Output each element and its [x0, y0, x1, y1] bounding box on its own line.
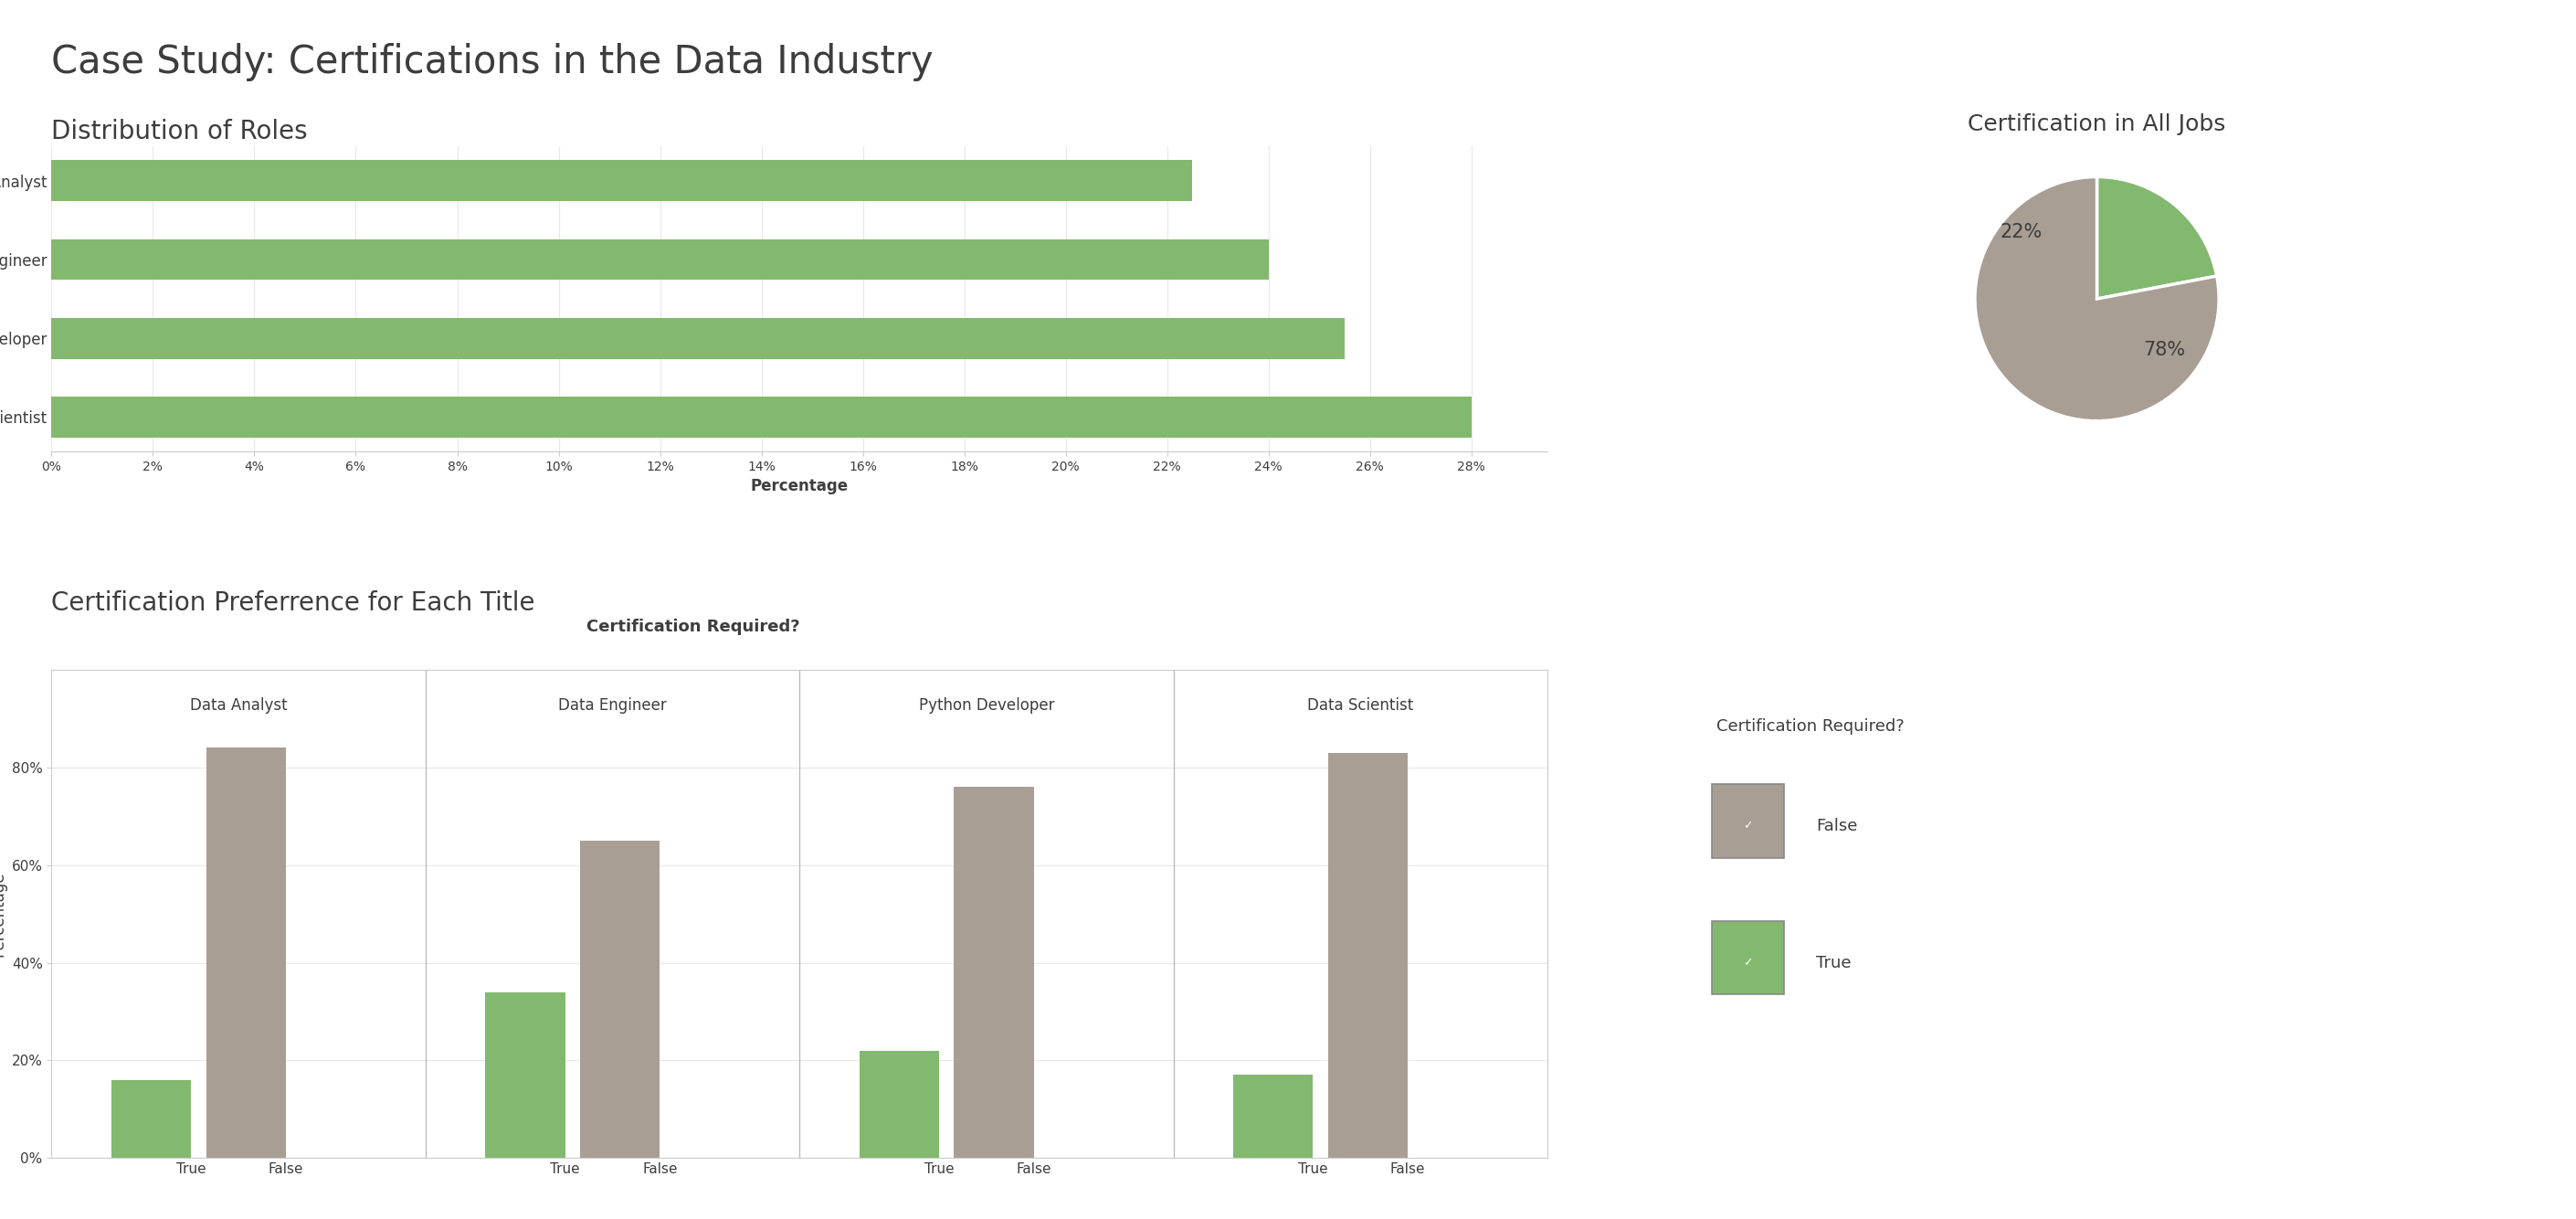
Wedge shape: [1976, 177, 2218, 421]
Text: ✓: ✓: [1744, 820, 1752, 831]
Text: Distribution of Roles: Distribution of Roles: [52, 118, 309, 144]
Text: True: True: [1816, 954, 1852, 972]
Text: Data Analyst: Data Analyst: [191, 697, 286, 713]
Text: Python Developer: Python Developer: [920, 697, 1054, 713]
X-axis label: Percentage: Percentage: [750, 478, 848, 495]
Wedge shape: [2097, 177, 2218, 299]
Text: Certification Required?: Certification Required?: [1716, 718, 1904, 735]
FancyBboxPatch shape: [1710, 922, 1785, 995]
Text: Data Scientist: Data Scientist: [1309, 697, 1414, 713]
Bar: [860, 1051, 940, 1158]
Text: ✓: ✓: [1744, 957, 1752, 969]
FancyBboxPatch shape: [1710, 785, 1785, 858]
Bar: [52, 239, 1267, 280]
Text: 78%: 78%: [2143, 341, 2184, 360]
Bar: [52, 318, 1345, 358]
Text: Data Engineer: Data Engineer: [559, 697, 667, 713]
Bar: [953, 787, 1033, 1158]
Bar: [52, 160, 1193, 201]
Text: 22%: 22%: [1999, 223, 2043, 241]
Y-axis label: Percentage: Percentage: [0, 872, 8, 957]
Bar: [52, 396, 1471, 438]
Bar: [1329, 752, 1409, 1158]
Text: False: False: [1816, 818, 1857, 834]
Text: Certification Required?: Certification Required?: [587, 619, 799, 635]
Bar: [206, 747, 286, 1158]
Text: Case Study: Certifications in the Data Industry: Case Study: Certifications in the Data I…: [52, 43, 933, 80]
Bar: [111, 1080, 191, 1158]
Title: Certification in All Jobs: Certification in All Jobs: [1968, 113, 2226, 135]
Bar: [580, 841, 659, 1158]
Text: Certification Preferrence for Each Title: Certification Preferrence for Each Title: [52, 590, 536, 616]
Bar: [484, 992, 564, 1158]
Bar: [1234, 1075, 1314, 1158]
